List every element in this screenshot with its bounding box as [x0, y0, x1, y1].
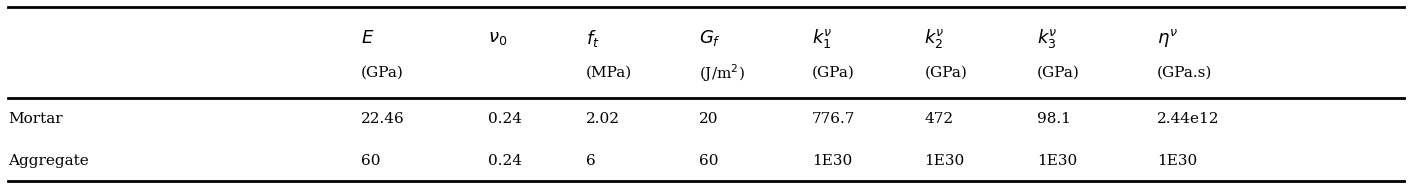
Text: 6: 6 — [586, 154, 596, 168]
Text: $f_t$: $f_t$ — [586, 28, 600, 49]
Text: $k_3^\nu$: $k_3^\nu$ — [1038, 27, 1058, 50]
Text: $G_f$: $G_f$ — [699, 28, 722, 49]
Text: 98.1: 98.1 — [1038, 112, 1072, 126]
Text: (MPa): (MPa) — [586, 66, 633, 80]
Text: (GPa): (GPa) — [812, 66, 854, 80]
Text: 1E30: 1E30 — [1156, 154, 1197, 168]
Text: (GPa.s): (GPa.s) — [1156, 66, 1213, 80]
Text: 1E30: 1E30 — [925, 154, 964, 168]
Text: $\eta^\nu$: $\eta^\nu$ — [1156, 27, 1178, 49]
Text: $E$: $E$ — [360, 30, 374, 47]
Text: Mortar: Mortar — [8, 112, 64, 126]
Text: (GPa): (GPa) — [925, 66, 967, 80]
Text: 1E30: 1E30 — [1038, 154, 1077, 168]
Text: 22.46: 22.46 — [360, 112, 404, 126]
Text: 20: 20 — [699, 112, 719, 126]
Text: 60: 60 — [360, 154, 380, 168]
Text: 2.02: 2.02 — [586, 112, 620, 126]
Text: 1E30: 1E30 — [812, 154, 851, 168]
Text: 2.44e12: 2.44e12 — [1156, 112, 1220, 126]
Text: $k_2^\nu$: $k_2^\nu$ — [925, 27, 945, 50]
Text: (GPa): (GPa) — [1038, 66, 1080, 80]
Text: $k_1^\nu$: $k_1^\nu$ — [812, 27, 832, 50]
Text: 0.24: 0.24 — [487, 154, 521, 168]
Text: 60: 60 — [699, 154, 719, 168]
Text: $\nu_0$: $\nu_0$ — [487, 30, 507, 47]
Text: (J/m$^2$): (J/m$^2$) — [699, 62, 744, 83]
Text: Aggregate: Aggregate — [8, 154, 89, 168]
Text: 0.24: 0.24 — [487, 112, 521, 126]
Text: 776.7: 776.7 — [812, 112, 856, 126]
Text: 472: 472 — [925, 112, 953, 126]
Text: (GPa): (GPa) — [360, 66, 404, 80]
